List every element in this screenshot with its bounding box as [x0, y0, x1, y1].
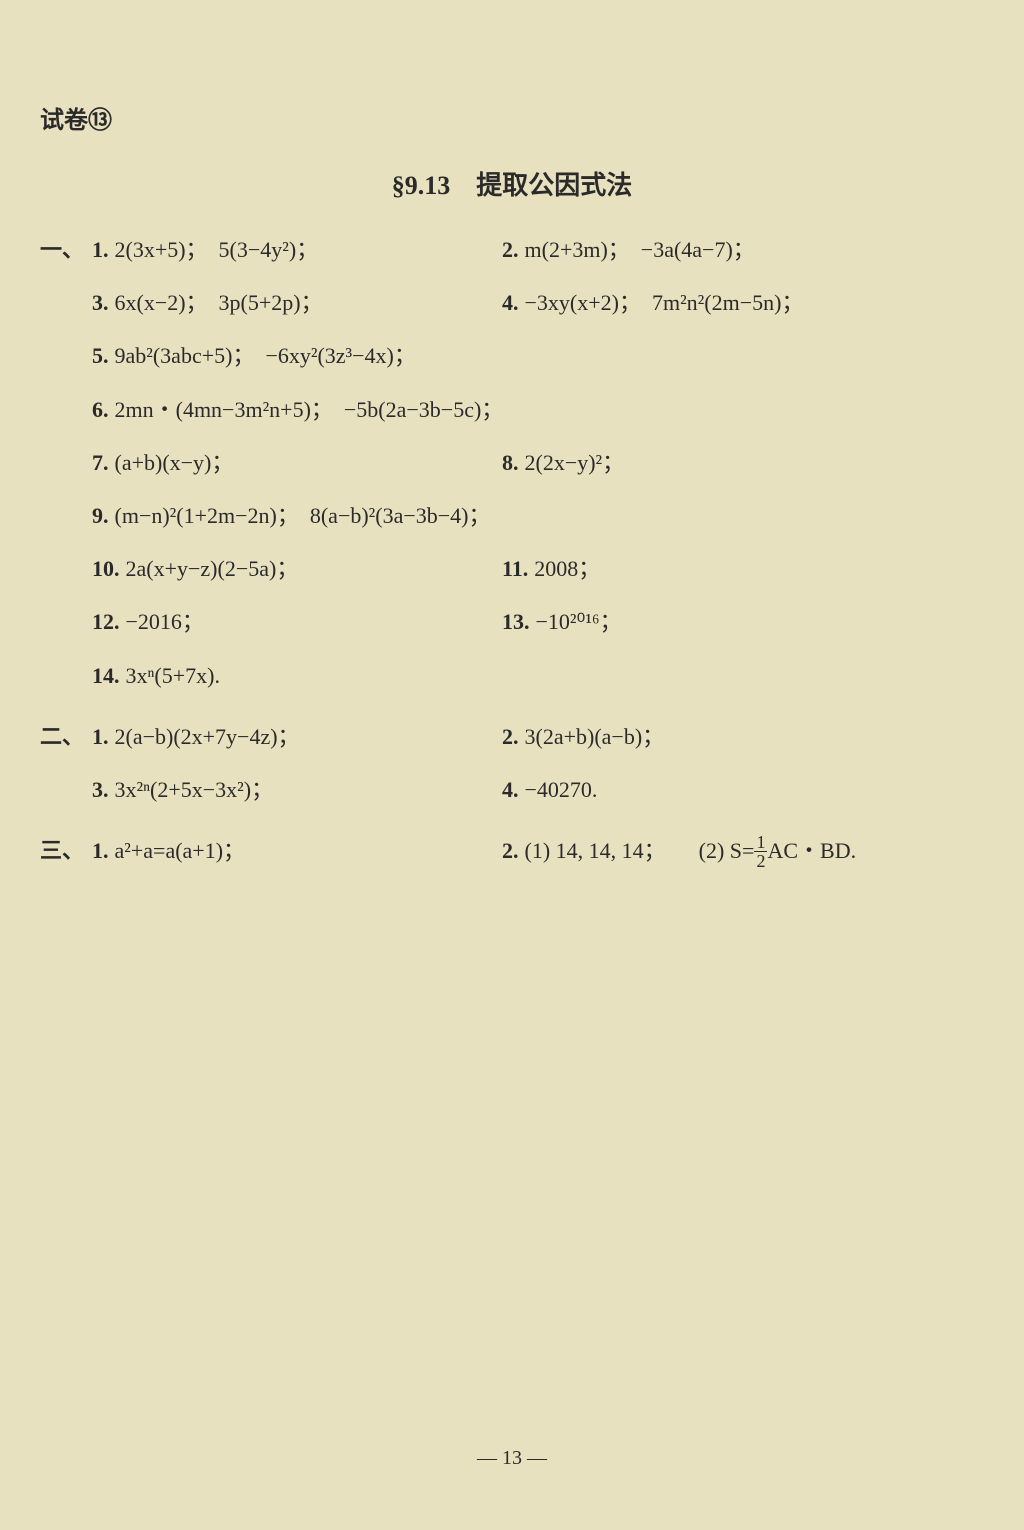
problem-expr: 2(2x−y)²； — [525, 450, 625, 475]
problem-item: 13.−10²⁰¹⁶； — [502, 604, 962, 639]
section-one: 一、 1.2(3x+5)； 5(3−4y²)； 2.m(2+3m)； −3a(4… — [40, 232, 984, 711]
problem-number: 2. — [502, 724, 519, 749]
section-three-problems: 1.a²+a=a(a+1)； 2.(1) 14, 14, 14； (2) S=1… — [92, 833, 962, 889]
problem-item: 3.6x(x−2)； 3p(5+2p)； — [92, 285, 502, 320]
problem-item: 2.m(2+3m)； −3a(4a−7)； — [502, 232, 962, 267]
problem-number: 10. — [92, 556, 120, 581]
section-three-label: 三、 — [40, 833, 92, 889]
problem-number: 4. — [502, 290, 519, 315]
problem-expr: 2(a−b)(2x+7y−4z)； — [115, 724, 300, 749]
problem-item: 7.(a+b)(x−y)； — [92, 445, 502, 480]
problem-expr: 3(2a+b)(a−b)； — [525, 724, 665, 749]
problem-item: 1.2(a−b)(2x+7y−4z)； — [92, 719, 502, 754]
problem-number: 6. — [92, 397, 109, 422]
problem-expr: 2(3x+5)； 5(3−4y²)； — [115, 237, 319, 262]
problem-row: 3.3x²ⁿ(2+5x−3x²)； 4.−40270. — [92, 772, 962, 807]
problem-number: 1. — [92, 724, 109, 749]
problem-number: 3. — [92, 777, 109, 802]
problem-item: 10.2a(x+y−z)(2−5a)； — [92, 551, 502, 586]
problem-expr: 6x(x−2)； 3p(5+2p)； — [115, 290, 323, 315]
problem-expr: 9ab²(3abc+5)； −6xy²(3z³−4x)； — [115, 343, 416, 368]
section-one-problems: 1.2(3x+5)； 5(3−4y²)； 2.m(2+3m)； −3a(4a−7… — [92, 232, 962, 711]
fraction: 12 — [754, 833, 767, 870]
problem-number: 7. — [92, 450, 109, 475]
problem-number: 5. — [92, 343, 109, 368]
problem-item: 2.(1) 14, 14, 14； (2) S=12AC・BD. — [502, 833, 962, 871]
problem-row: 6.2mn・(4mn−3m²n+5)； −5b(2a−3b−5c)； — [92, 392, 962, 427]
problem-row: 5.9ab²(3abc+5)； −6xy²(3z³−4x)； — [92, 338, 962, 373]
problem-expr: m(2+3m)； −3a(4a−7)； — [525, 237, 755, 262]
problem-item: 12.−2016； — [92, 604, 502, 639]
fraction-numerator: 1 — [754, 833, 767, 852]
section-two-label: 二、 — [40, 719, 92, 825]
problem-item: 6.2mn・(4mn−3m²n+5)； −5b(2a−3b−5c)； — [92, 392, 962, 427]
problem-item: 3.3x²ⁿ(2+5x−3x²)； — [92, 772, 502, 807]
problem-item: 1.2(3x+5)； 5(3−4y²)； — [92, 232, 502, 267]
problem-expr: −10²⁰¹⁶； — [536, 609, 622, 634]
problem-item: 1.a²+a=a(a+1)； — [92, 833, 502, 868]
problem-expr-suffix: AC・BD. — [767, 838, 856, 863]
problem-number: 8. — [502, 450, 519, 475]
section-title: §9.13 提取公因式法 — [40, 165, 984, 202]
problem-expr: −40270. — [525, 777, 598, 802]
problem-expr: (a+b)(x−y)； — [115, 450, 234, 475]
fraction-denominator: 2 — [754, 852, 767, 870]
problem-number: 1. — [92, 237, 109, 262]
problem-expr: −3xy(x+2)； 7m²n²(2m−5n)； — [525, 290, 804, 315]
section-one-label: 一、 — [40, 232, 92, 711]
problem-item: 11.2008； — [502, 551, 962, 586]
problem-row: 12.−2016； 13.−10²⁰¹⁶； — [92, 604, 962, 639]
problem-expr: 2mn・(4mn−3m²n+5)； −5b(2a−3b−5c)； — [115, 397, 504, 422]
section-two: 二、 1.2(a−b)(2x+7y−4z)； 2.3(2a+b)(a−b)； 3… — [40, 719, 984, 825]
problem-number: 9. — [92, 503, 109, 528]
problem-item: 5.9ab²(3abc+5)； −6xy²(3z³−4x)； — [92, 338, 962, 373]
problem-row: 14.3xⁿ(5+7x). — [92, 658, 962, 693]
problem-row: 3.6x(x−2)； 3p(5+2p)； 4.−3xy(x+2)； 7m²n²(… — [92, 285, 962, 320]
problem-number: 1. — [92, 838, 109, 863]
problem-expr: 2008； — [534, 556, 600, 581]
problem-item: 9.(m−n)²(1+2m−2n)； 8(a−b)²(3a−3b−4)； — [92, 498, 962, 533]
problem-number: 3. — [92, 290, 109, 315]
section-two-problems: 1.2(a−b)(2x+7y−4z)； 2.3(2a+b)(a−b)； 3.3x… — [92, 719, 962, 825]
problem-expr: 2a(x+y−z)(2−5a)； — [126, 556, 299, 581]
problem-row: 1.2(a−b)(2x+7y−4z)； 2.3(2a+b)(a−b)； — [92, 719, 962, 754]
problem-row: 7.(a+b)(x−y)； 8.2(2x−y)²； — [92, 445, 962, 480]
problem-item: 14.3xⁿ(5+7x). — [92, 658, 962, 693]
problem-row: 10.2a(x+y−z)(2−5a)； 11.2008； — [92, 551, 962, 586]
problem-expr: −2016； — [126, 609, 204, 634]
problem-row: 9.(m−n)²(1+2m−2n)； 8(a−b)²(3a−3b−4)； — [92, 498, 962, 533]
problem-expr-prefix: (1) 14, 14, 14； (2) S= — [525, 838, 755, 863]
section-three: 三、 1.a²+a=a(a+1)； 2.(1) 14, 14, 14； (2) … — [40, 833, 984, 889]
problem-number: 13. — [502, 609, 530, 634]
problem-item: 8.2(2x−y)²； — [502, 445, 962, 480]
page-number: — 13 — — [0, 1447, 1024, 1470]
problem-expr: 3xⁿ(5+7x). — [126, 663, 221, 688]
problem-expr: a²+a=a(a+1)； — [115, 838, 246, 863]
problem-number: 2. — [502, 237, 519, 262]
problem-row: 1.a²+a=a(a+1)； 2.(1) 14, 14, 14； (2) S=1… — [92, 833, 962, 871]
problem-item: 4.−40270. — [502, 772, 962, 807]
problem-number: 2. — [502, 838, 519, 863]
problem-item: 2.3(2a+b)(a−b)； — [502, 719, 962, 754]
problem-number: 12. — [92, 609, 120, 634]
problem-number: 14. — [92, 663, 120, 688]
problem-expr: 3x²ⁿ(2+5x−3x²)； — [115, 777, 274, 802]
problem-row: 1.2(3x+5)； 5(3−4y²)； 2.m(2+3m)； −3a(4a−7… — [92, 232, 962, 267]
problem-item: 4.−3xy(x+2)； 7m²n²(2m−5n)； — [502, 285, 962, 320]
problem-number: 11. — [502, 556, 528, 581]
exam-paper-label: 试卷⑬ — [40, 100, 984, 135]
problem-number: 4. — [502, 777, 519, 802]
problem-expr: (m−n)²(1+2m−2n)； 8(a−b)²(3a−3b−4)； — [115, 503, 491, 528]
